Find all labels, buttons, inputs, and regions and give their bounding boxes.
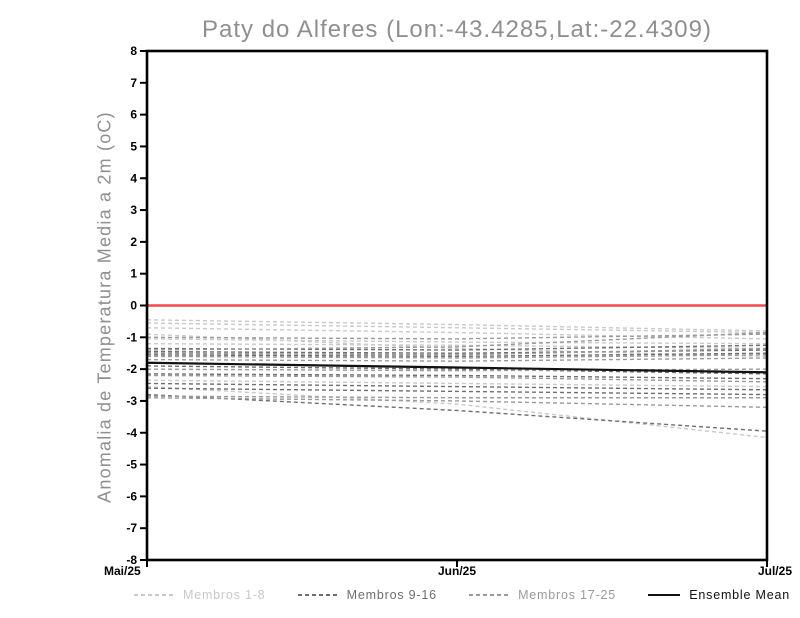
legend-label: Ensemble Mean bbox=[689, 588, 790, 602]
ensemble-member-line bbox=[146, 395, 767, 399]
y-tick-label: 8 bbox=[130, 44, 137, 58]
ensemble-member-line bbox=[146, 322, 768, 334]
ensemble-member-line bbox=[146, 387, 768, 396]
y-tick-label: -3 bbox=[126, 394, 137, 408]
ensemble-member-line bbox=[146, 379, 768, 388]
ensemble-member-line bbox=[146, 357, 768, 362]
ensemble-member-line bbox=[146, 382, 768, 391]
y-tick-label: -7 bbox=[126, 521, 137, 535]
chart-legend: Membros 1-8 Membros 9-16 Membros 17-25 Ense… bbox=[134, 586, 790, 604]
y-tick-label: -8 bbox=[126, 553, 137, 567]
legend-item-1: Membros 1-8 bbox=[134, 588, 265, 602]
ensemble-member-line bbox=[146, 352, 768, 358]
ensemble-member-line bbox=[146, 365, 768, 375]
y-tick-label: -6 bbox=[126, 489, 137, 503]
ensemble-member-line bbox=[146, 374, 768, 383]
ensemble-member-line bbox=[146, 368, 768, 372]
ensemble-member-line bbox=[146, 393, 768, 432]
legend-label: Membros 9-16 bbox=[346, 588, 437, 602]
y-tick-label: 6 bbox=[130, 108, 137, 122]
y-tick-label: 5 bbox=[130, 139, 137, 153]
y-tick-label: -1 bbox=[126, 330, 137, 344]
legend-item-4: Ensemble Mean bbox=[648, 588, 790, 602]
y-tick-label: 4 bbox=[130, 171, 137, 185]
ensemble-member-line bbox=[146, 319, 768, 332]
y-tick-label: 0 bbox=[130, 299, 137, 313]
y-tick-label: 1 bbox=[130, 267, 137, 281]
legend-label: Membros 1-8 bbox=[183, 588, 266, 602]
y-tick-label: -5 bbox=[126, 458, 137, 472]
ensemble-member-line bbox=[146, 333, 768, 358]
chart-title: Paty do Alferes (Lon:-43.4285,Lat:-22.43… bbox=[202, 16, 712, 43]
legend-dashed-line-sample bbox=[134, 594, 174, 596]
ensemble-member-line bbox=[146, 397, 768, 408]
legend-solid-line-sample bbox=[648, 594, 681, 596]
y-tick-label: -4 bbox=[126, 426, 137, 440]
ensemble-member-line bbox=[146, 347, 768, 356]
x-tick-label: Mai/25 bbox=[104, 564, 141, 578]
ensemble-member-line bbox=[146, 344, 768, 351]
x-tick-label: Jun/25 bbox=[438, 564, 476, 578]
ensemble-member-line bbox=[146, 327, 768, 340]
y-tick-label: 2 bbox=[130, 235, 137, 249]
ensemble-member-line bbox=[146, 354, 768, 359]
y-tick-label: -2 bbox=[126, 362, 137, 376]
x-tick-label: Jul/25 bbox=[758, 564, 792, 578]
ensemble-member-line bbox=[146, 342, 768, 350]
legend-label: Membros 17-25 bbox=[518, 588, 617, 602]
legend-dashed-line-sample bbox=[297, 594, 338, 596]
ensemble-member-line bbox=[146, 333, 768, 340]
ensemble-member-line bbox=[146, 373, 768, 380]
ensemble-member-line bbox=[146, 331, 768, 351]
y-tick-label: 3 bbox=[130, 203, 137, 217]
y-tick-label: 7 bbox=[130, 76, 137, 90]
ensemble-member-line bbox=[146, 338, 768, 345]
legend-item-2: Membros 9-16 bbox=[297, 588, 437, 602]
ensemble-member-line bbox=[146, 349, 768, 354]
ensemble-mean-line bbox=[146, 361, 768, 374]
legend-dashed-line-sample bbox=[469, 594, 510, 596]
legend-item-3: Membros 17-25 bbox=[469, 588, 616, 602]
ensemble-member-line bbox=[146, 385, 768, 439]
